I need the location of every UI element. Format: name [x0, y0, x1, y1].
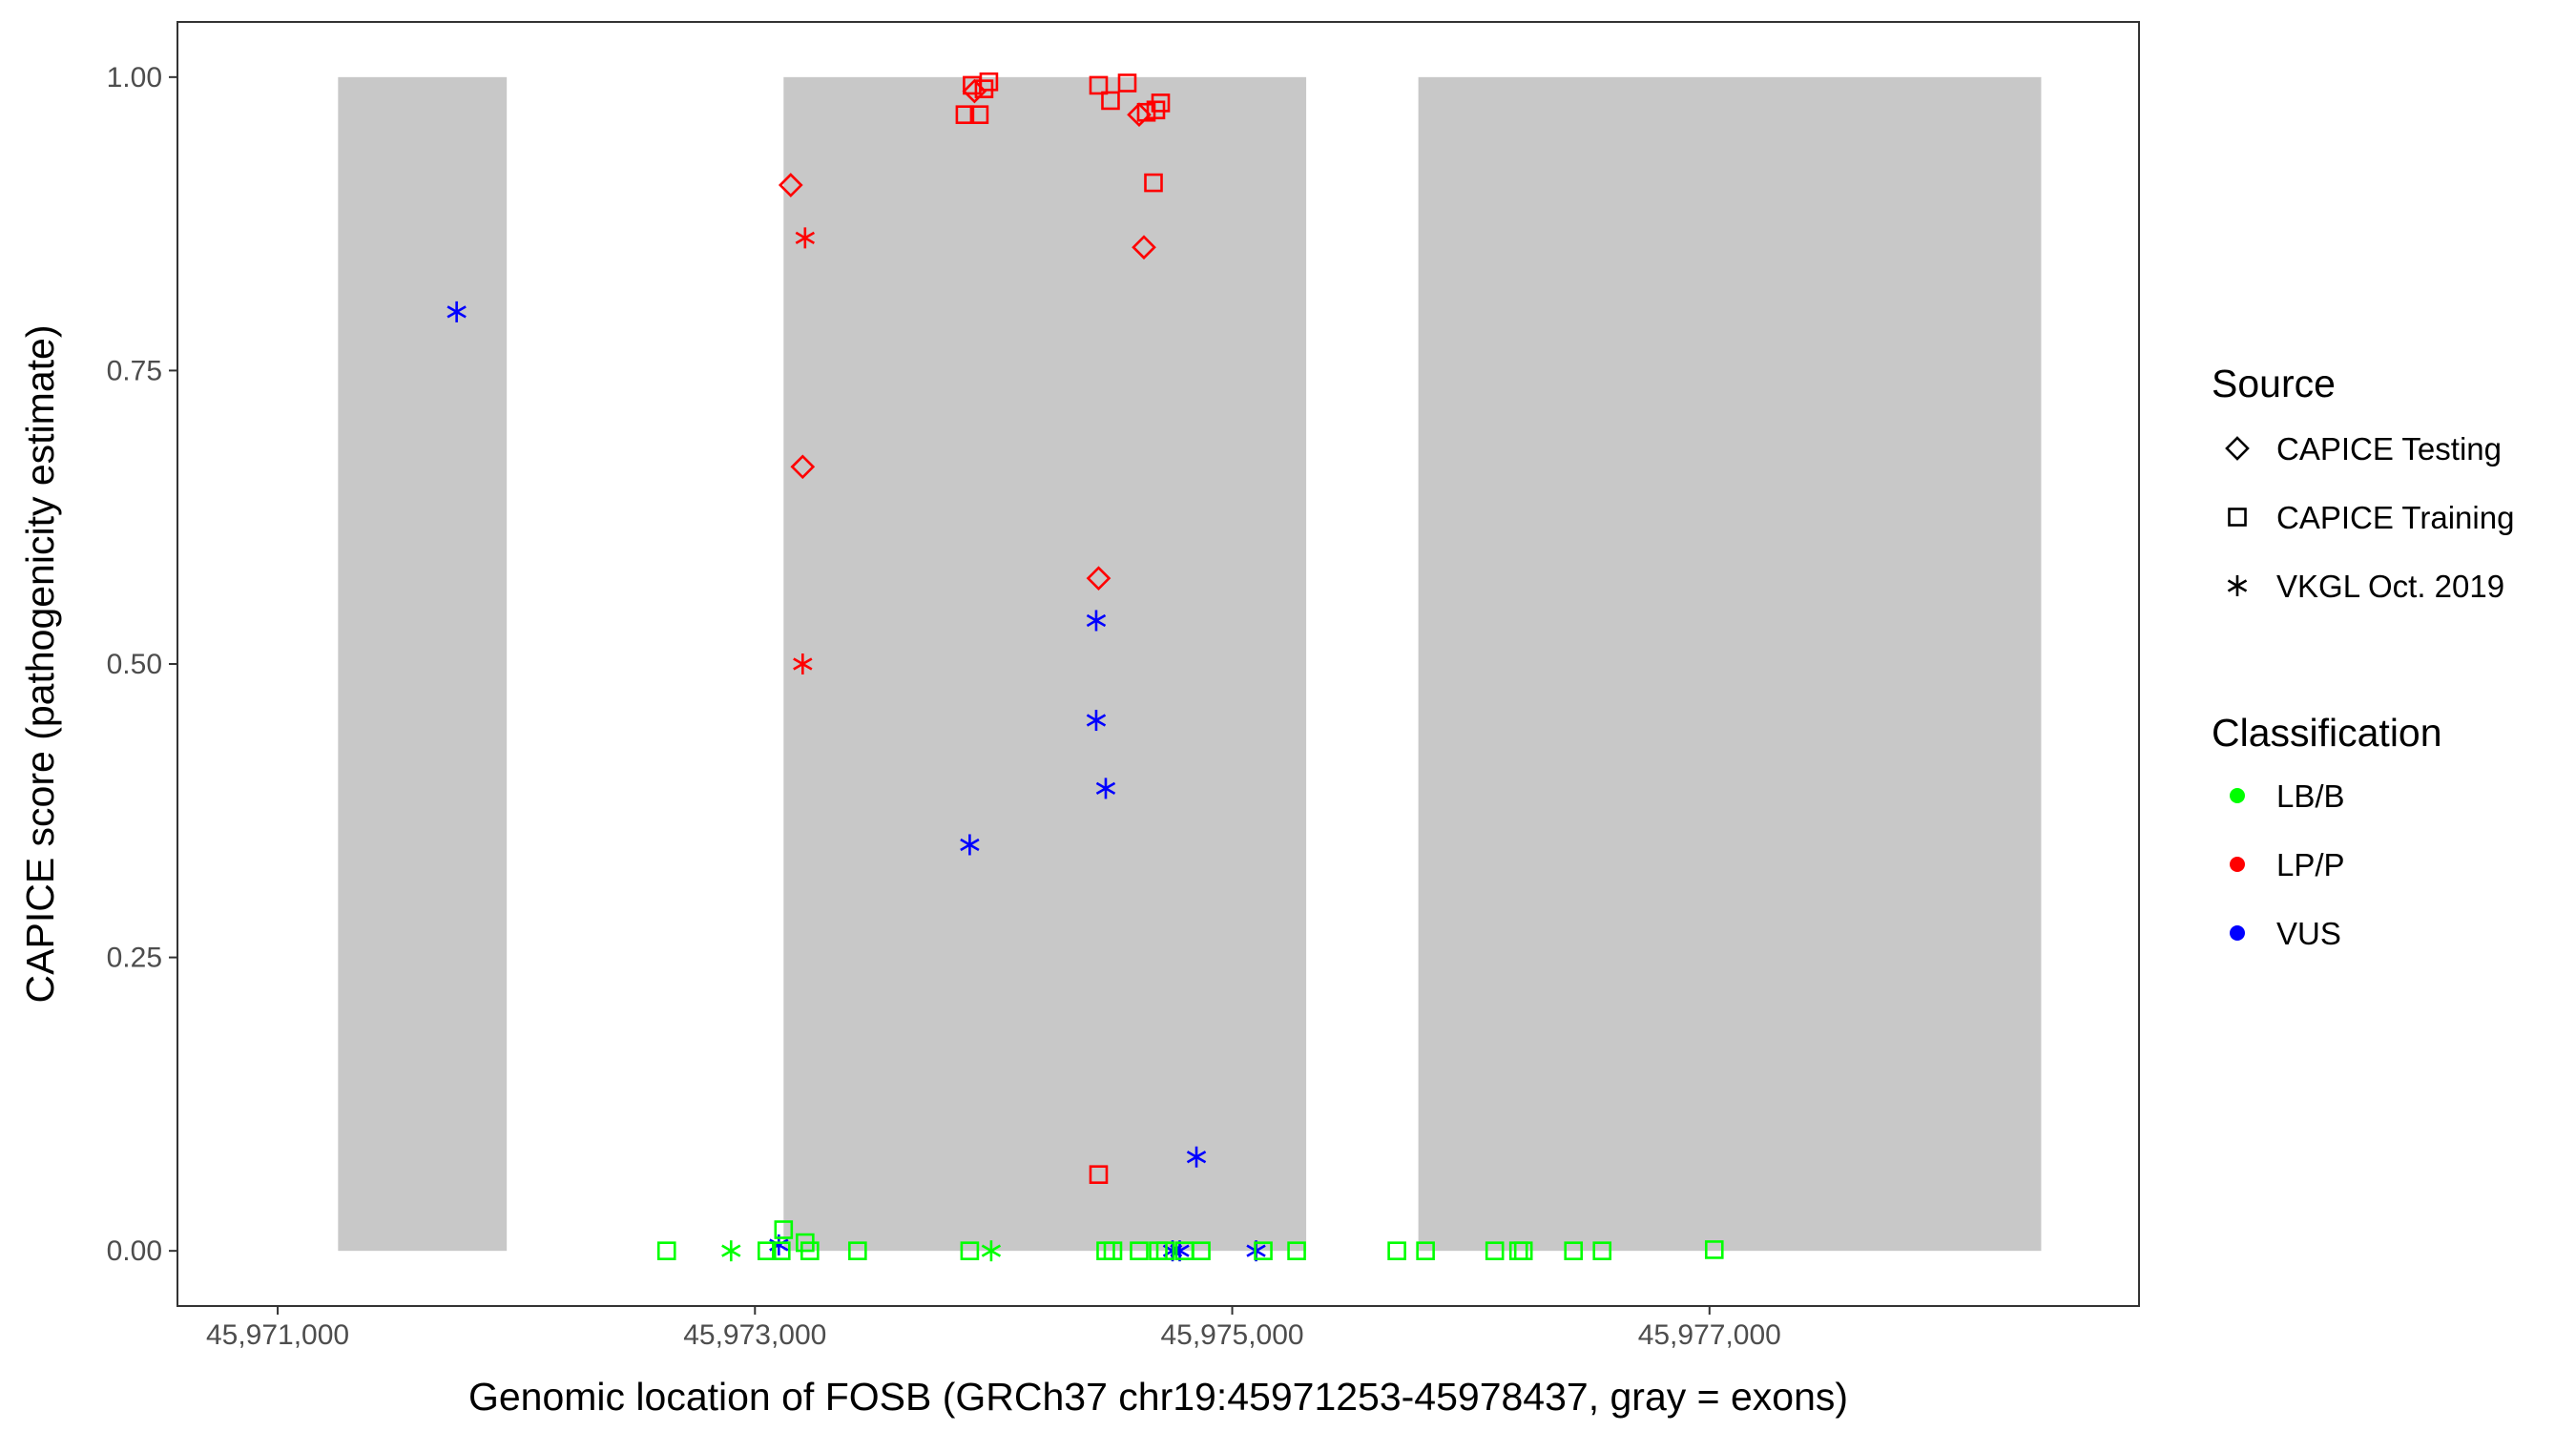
data-point [1086, 566, 1111, 591]
axes: 45,971,000 45,973,000 45,975,000 45,977,000… [107, 62, 1781, 1351]
data-point [1192, 1241, 1211, 1260]
data-point [1103, 1241, 1123, 1260]
data-point [790, 454, 816, 480]
data-point [969, 105, 989, 124]
legend-classification-label: VUS [2276, 916, 2341, 951]
data-point [1704, 1240, 1724, 1259]
exon-regions [338, 76, 2042, 1252]
data-point [793, 653, 813, 674]
data-point [1592, 1241, 1612, 1260]
data-point [960, 834, 980, 856]
legend-source-title: Source [2212, 362, 2336, 405]
legend: Source CAPICE Testing CAPICE Training VKGL… [2212, 362, 2514, 951]
legend-classification-items: LB/B LP/P VUS [2230, 778, 2345, 951]
data-point [1416, 1241, 1435, 1260]
x-tick-label: 45,971,000 [206, 1319, 349, 1351]
legend-source-label: VKGL Oct. 2019 [2276, 569, 2504, 604]
data-point [1186, 1146, 1207, 1168]
legend-key-dot [2230, 857, 2245, 872]
exon-region-2 [783, 76, 1307, 1252]
legend-source-item: CAPICE Testing [2225, 431, 2502, 467]
exon-region-3 [1418, 76, 2042, 1252]
data-point [1095, 778, 1116, 799]
x-axis-title: Genomic location of FOSB (GRCh37 chr19:4… [468, 1375, 1848, 1419]
legend-key-asterisk [2227, 575, 2248, 596]
data-point [960, 1241, 980, 1260]
legend-source-label: CAPICE Testing [2276, 431, 2502, 467]
legend-key-square [2228, 508, 2247, 527]
legend-key-dot [2230, 925, 2245, 941]
legend-source-item: CAPICE Training [2228, 500, 2514, 535]
legend-classification-label: LP/P [2276, 847, 2345, 882]
data-point [1127, 102, 1152, 128]
x-tick-label: 45,973,000 [683, 1319, 826, 1351]
data-point [1132, 235, 1156, 260]
y-tick-label: 0.50 [107, 649, 162, 680]
data-point [1117, 73, 1137, 93]
legend-classification-item: LP/P [2230, 847, 2345, 882]
data-point [979, 72, 999, 92]
y-tick-label: 0.75 [107, 355, 162, 386]
data-points [447, 72, 1724, 1262]
data-point [1287, 1241, 1306, 1260]
y-axis-title: CAPICE score (pathogenicity estimate) [18, 325, 62, 1004]
data-point [981, 1240, 1002, 1262]
legend-classification-item: VUS [2230, 916, 2341, 951]
data-point [758, 1241, 777, 1260]
data-point [1155, 1241, 1175, 1260]
data-point [1564, 1241, 1584, 1260]
legend-key-diamond [2225, 436, 2250, 461]
data-point [1485, 1241, 1505, 1260]
exon-region-1 [338, 76, 508, 1252]
legend-classification-title: Classification [2212, 711, 2442, 755]
legend-source-item: VKGL Oct. 2019 [2227, 569, 2504, 604]
x-tick-label: 45,977,000 [1638, 1319, 1781, 1351]
legend-key-dot [2230, 788, 2245, 803]
y-tick-label: 0.25 [107, 943, 162, 974]
data-point [1130, 1241, 1149, 1260]
x-tick-label: 45,975,000 [1160, 1319, 1303, 1351]
data-point [1151, 93, 1171, 113]
data-point [1136, 102, 1156, 122]
data-point [800, 1241, 820, 1260]
legend-classification-label: LB/B [2276, 778, 2345, 814]
y-tick-label: 1.00 [107, 62, 162, 93]
data-point [1089, 1165, 1109, 1185]
data-point [1086, 610, 1107, 632]
data-point [955, 105, 975, 124]
data-point [1254, 1241, 1273, 1260]
data-point [778, 173, 803, 197]
data-point [1089, 75, 1109, 95]
data-point [447, 301, 467, 322]
data-point [1144, 173, 1163, 193]
data-point [1086, 710, 1107, 732]
data-point [772, 1241, 791, 1260]
data-point [848, 1241, 867, 1260]
legend-classification-item: LB/B [2230, 778, 2345, 814]
legend-source-label: CAPICE Training [2276, 500, 2514, 535]
data-point [1101, 91, 1120, 111]
y-tick-label: 0.00 [107, 1235, 162, 1267]
data-point [795, 227, 815, 249]
data-point [656, 1241, 676, 1260]
data-point [774, 1220, 794, 1239]
data-point [721, 1240, 741, 1262]
data-point [1387, 1241, 1406, 1260]
data-point [1513, 1241, 1533, 1260]
legend-source-items: CAPICE Testing CAPICE Training VKGL Oct. 2… [2225, 431, 2514, 604]
